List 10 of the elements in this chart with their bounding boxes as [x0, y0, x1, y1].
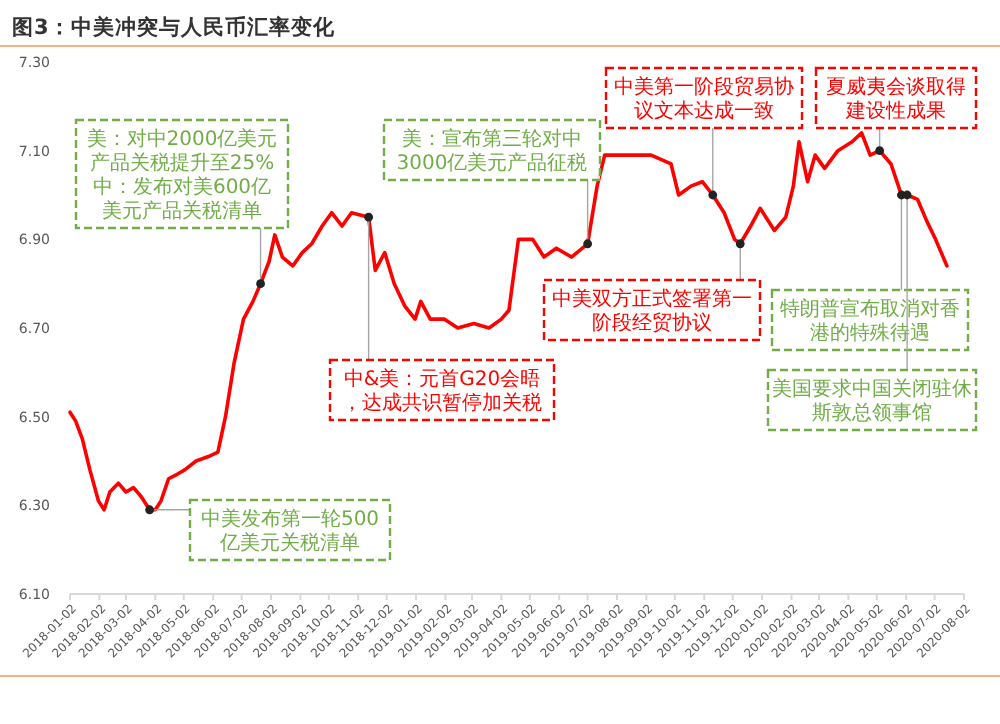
- chart-title: 图3：中美冲突与人民币汇率变化: [12, 14, 337, 40]
- annotation: 特朗普宣布取消对香港的特殊待遇: [780, 297, 960, 345]
- annotation: 美国要求中国关闭驻休斯敦总领事馆: [772, 377, 972, 425]
- annotation: 美：对中2000亿美元产品关税提升至25%中：发布对美600亿美元产品关税清单: [86, 127, 278, 223]
- annotation: 中美发布第一轮500亿美元关税清单: [200, 507, 380, 555]
- annotation: 中&美：元首G20会晤，达成共识暂停加关税: [342, 367, 542, 415]
- annotation: 中美第一阶段贸易协议文本达成一致: [614, 75, 794, 123]
- annotation: 中美双方正式签署第一阶段经贸协议: [552, 287, 752, 335]
- annotation: 美：宣布第三轮对中3000亿美元产品征税: [396, 127, 588, 175]
- annotation: 夏威夷会谈取得建设性成果: [826, 75, 966, 123]
